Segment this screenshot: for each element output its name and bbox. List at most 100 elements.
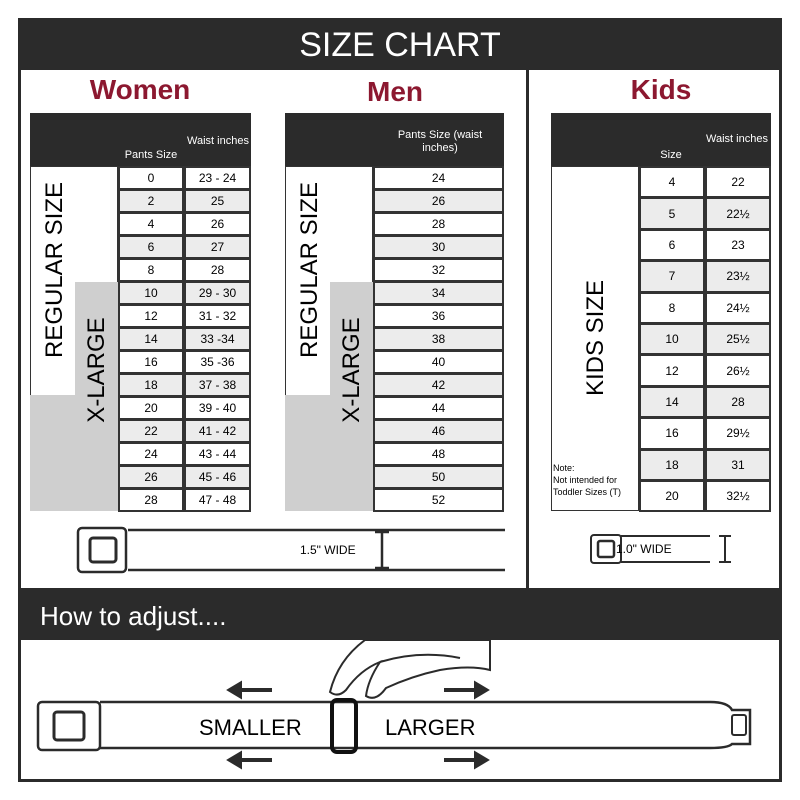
women-pants-size-cell: 28 <box>118 488 184 512</box>
men-pants-size-cell: 42 <box>373 373 504 397</box>
women-pants-size-cell: 20 <box>118 396 184 420</box>
men-xlarge-band <box>285 395 373 511</box>
kids-size-cell: 4 <box>639 166 705 199</box>
kids-col-waist: Waist inches <box>706 133 768 145</box>
men-table-header: Pants Size (waist inches) <box>285 113 504 166</box>
belt-width-illustration <box>76 526 505 574</box>
men-pants-size-cell: 40 <box>373 350 504 374</box>
women-pants-size-cell: 16 <box>118 350 184 374</box>
note-title: Note: <box>553 463 575 473</box>
women-col-pants: Pants Size <box>124 149 178 161</box>
men-pants-size-cell: 32 <box>373 258 504 282</box>
men-pants-size-cell: 26 <box>373 189 504 213</box>
kids-size-cell: 10 <box>639 323 705 356</box>
women-pants-size-cell: 26 <box>118 465 184 489</box>
men-pants-size-cell: 50 <box>373 465 504 489</box>
men-heading: Men <box>367 76 423 107</box>
women-pants-size-cell: 24 <box>118 442 184 466</box>
column-divider <box>526 70 529 588</box>
women-waist-cell: 26 <box>184 212 251 236</box>
adult-belt-width: 1.5" WIDE <box>300 543 356 557</box>
women-waist-cell: 43 - 44 <box>184 442 251 466</box>
women-table-header: Pants Size Waist inches <box>30 113 251 166</box>
kids-waist-cell: 28 <box>705 385 771 419</box>
women-pants-size-cell: 10 <box>118 281 184 305</box>
kids-waist-cell: 22½ <box>705 197 771 230</box>
women-waist-cell: 29 - 30 <box>184 281 251 305</box>
kids-table-header: Size Waist inches <box>551 113 771 166</box>
women-xlarge-band <box>75 282 118 396</box>
kids-size-cell: 5 <box>639 197 705 230</box>
women-waist-cell: 41 - 42 <box>184 419 251 443</box>
women-waist-cell: 45 - 46 <box>184 465 251 489</box>
men-xlarge-band <box>330 282 373 396</box>
page-title: SIZE CHART <box>18 18 782 70</box>
kids-waist-cell: 23½ <box>705 260 771 293</box>
kids-waist-cell: 22 <box>705 166 771 199</box>
slider-loop-icon <box>330 698 358 754</box>
women-pants-size-cell: 8 <box>118 258 184 282</box>
men-pants-size-cell: 52 <box>373 488 504 512</box>
men-pants-size-cell: 34 <box>373 281 504 305</box>
adjust-illustration <box>36 640 752 770</box>
women-waist-cell: 37 - 38 <box>184 373 251 397</box>
women-xlarge-label: X-LARGE <box>83 317 110 423</box>
kids-size-cell: 16 <box>639 417 705 450</box>
men-pants-size-cell: 30 <box>373 235 504 259</box>
women-heading: Women <box>89 74 191 105</box>
kids-waist-cell: 31 <box>705 448 771 481</box>
adjust-heading: How to adjust.... <box>18 588 782 640</box>
women-xlarge-band <box>30 395 118 511</box>
kids-col-size: Size <box>660 149 682 161</box>
women-waist-cell: 35 -36 <box>184 350 251 374</box>
women-waist-cell: 25 <box>184 189 251 213</box>
women-pants-size-cell: 2 <box>118 189 184 213</box>
women-pants-size-cell: 6 <box>118 235 184 259</box>
kids-waist-cell: 25½ <box>705 323 771 356</box>
larger-label: LARGER <box>385 715 476 740</box>
kids-size-cell: 18 <box>639 448 705 481</box>
note-line: Toddler Sizes (T) <box>553 487 622 497</box>
kids-size-cell: 14 <box>639 385 705 419</box>
kids-belt-width-illustration <box>590 534 731 564</box>
kids-waist-cell: 29½ <box>705 417 771 450</box>
kids-size-label: KIDS SIZE <box>582 279 609 397</box>
kids-note: Note: Not intended for Toddler Sizes (T) <box>553 462 621 498</box>
hand-icon <box>328 640 491 699</box>
men-pants-size-cell: 44 <box>373 396 504 420</box>
women-waist-cell: 28 <box>184 258 251 282</box>
men-pants-size-cell: 46 <box>373 419 504 443</box>
arrow-right-icon <box>444 680 490 770</box>
note-line: Not intended for <box>553 475 618 485</box>
men-pants-size-cell: 36 <box>373 304 504 328</box>
women-pants-size-cell: 18 <box>118 373 184 397</box>
kids-size-cell: 6 <box>639 228 705 262</box>
buckle-icon <box>36 700 102 752</box>
women-waist-cell: 47 - 48 <box>184 488 251 512</box>
women-pants-size-cell: 4 <box>118 212 184 236</box>
women-pants-size-cell: 12 <box>118 304 184 328</box>
men-regular-label: REGULAR SIZE <box>296 181 323 359</box>
women-pants-size-cell: 22 <box>118 419 184 443</box>
women-pants-size-cell: 0 <box>118 166 184 190</box>
women-pants-size-cell: 14 <box>118 327 184 351</box>
kids-belt-width: 1.0" WIDE <box>616 542 672 556</box>
men-pants-size-cell: 48 <box>373 442 504 466</box>
kids-waist-cell: 23 <box>705 228 771 262</box>
kids-size-cell: 7 <box>639 260 705 293</box>
women-waist-cell: 33 -34 <box>184 327 251 351</box>
kids-label-area <box>551 166 639 511</box>
men-col-pants: Pants Size (waist inches) <box>397 129 483 154</box>
kids-heading: Kids <box>630 74 692 105</box>
kids-waist-cell: 26½ <box>705 354 771 387</box>
women-waist-cell: 39 - 40 <box>184 396 251 420</box>
kids-waist-cell: 24½ <box>705 291 771 324</box>
kids-size-cell: 20 <box>639 480 705 513</box>
buckle-icon <box>76 526 128 574</box>
arrow-left-icon <box>226 680 272 770</box>
smaller-label: SMALLER <box>199 715 302 740</box>
men-pants-size-cell: 24 <box>373 166 504 190</box>
men-pants-size-cell: 38 <box>373 327 504 351</box>
women-waist-cell: 23 - 24 <box>184 166 251 190</box>
women-waist-cell: 27 <box>184 235 251 259</box>
